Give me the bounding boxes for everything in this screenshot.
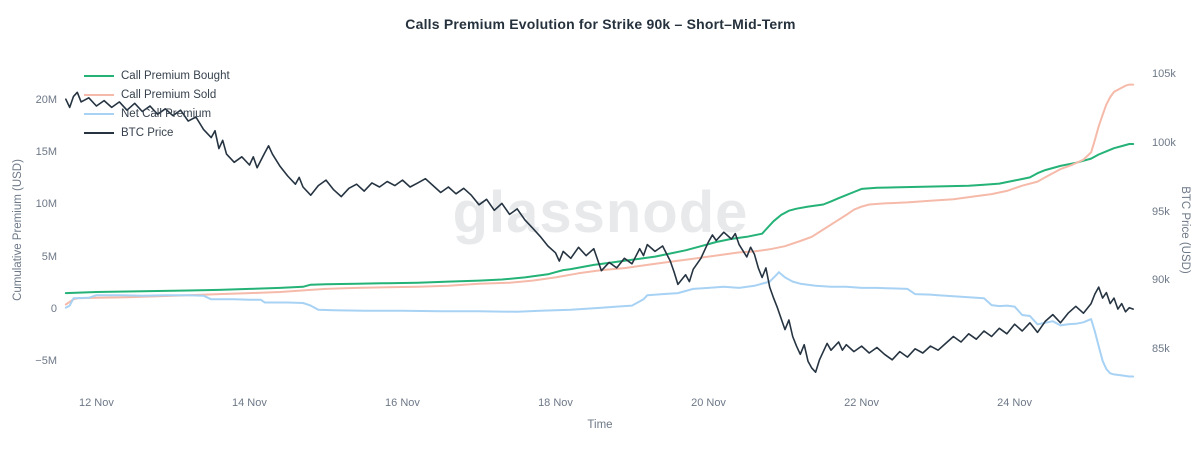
legend-label: Call Premium Bought xyxy=(121,69,230,82)
left-axis-tick: −5M xyxy=(35,354,57,367)
legend-label: Call Premium Sold xyxy=(121,88,217,101)
x-axis-tick: 22 Nov xyxy=(844,397,879,409)
legend-label: BTC Price xyxy=(121,126,174,139)
legend-item-net-call-premium[interactable]: Net Call Premium xyxy=(84,104,230,123)
legend-swatch-icon xyxy=(84,112,114,115)
x-axis-tick: 18 Nov xyxy=(538,397,573,409)
right-axis-tick: 85k xyxy=(1152,342,1170,355)
right-axis-tick: 100k xyxy=(1152,137,1176,150)
legend-label: Net Call Premium xyxy=(121,107,212,120)
right-axis-tick: 105k xyxy=(1152,68,1176,81)
left-axis-tick: 5M xyxy=(41,250,57,263)
chart-title: Calls Premium Evolution for Strike 90k –… xyxy=(405,16,796,32)
right-axis-title: BTC Price (USD) xyxy=(1179,186,1191,274)
left-axis-tick: 20M xyxy=(35,94,57,107)
left-axis-tick: 10M xyxy=(35,198,57,211)
right-axis-tick: 95k xyxy=(1152,205,1170,218)
legend-item-btc-price[interactable]: BTC Price xyxy=(84,123,230,142)
legend-swatch-icon xyxy=(84,74,114,77)
legend-swatch-icon xyxy=(84,131,114,134)
legend: Call Premium Bought Call Premium Sold Net … xyxy=(84,66,230,142)
x-axis-tick: 16 Nov xyxy=(385,397,420,409)
series-line-btc-price xyxy=(65,91,1134,373)
x-axis-title: Time xyxy=(587,419,613,431)
series-line-call-premium-bought xyxy=(64,143,1135,295)
x-axis-tick: 14 Nov xyxy=(232,397,267,409)
left-axis-tick: 15M xyxy=(35,146,57,159)
legend-item-call-premium-sold[interactable]: Call Premium Sold xyxy=(84,85,230,104)
series-line-net-call-premium xyxy=(64,271,1135,378)
series-line-call-premium-sold xyxy=(64,83,1135,306)
x-axis-tick: 24 Nov xyxy=(997,397,1032,409)
legend-item-call-premium-bought[interactable]: Call Premium Bought xyxy=(84,66,230,85)
left-axis-title: Cumulative Premium (USD) xyxy=(12,159,24,301)
left-axis-tick: 0 xyxy=(50,302,57,315)
x-axis-tick: 12 Nov xyxy=(78,397,114,409)
x-axis-tick: 20 Nov xyxy=(691,397,726,409)
right-axis-tick: 90k xyxy=(1152,274,1170,287)
legend-swatch-icon xyxy=(84,93,114,96)
